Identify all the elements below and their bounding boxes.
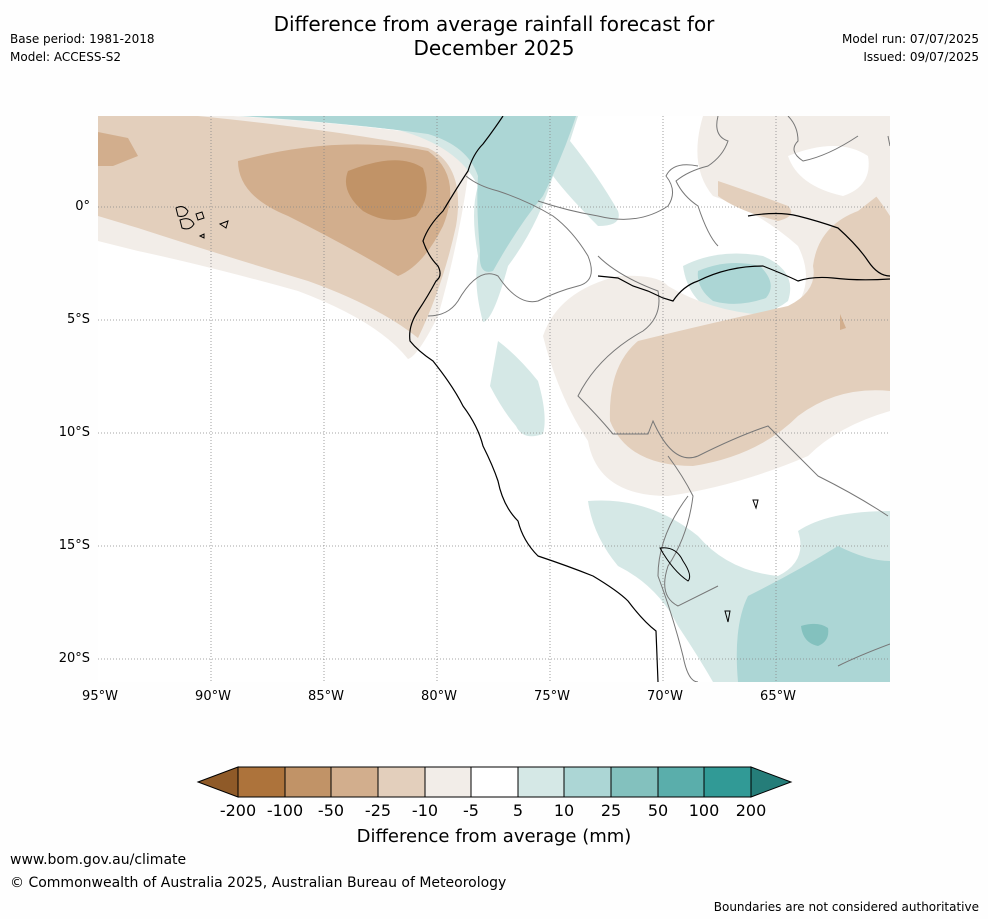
colorbar-dividers	[237, 766, 752, 798]
title-line-1: Difference from average rainfall forecas…	[273, 12, 715, 36]
colorbar-label: 5	[512, 801, 524, 820]
colorbar-bin-100	[704, 767, 751, 797]
lat-label-20s: 20°S	[58, 651, 90, 666]
graticule	[98, 116, 890, 682]
colorbar-label: 10	[553, 801, 575, 820]
colorbar-label: -5	[463, 801, 479, 820]
dry-anomaly-pacific	[98, 116, 470, 359]
rainfall-map	[98, 116, 890, 682]
colorbar-bin-minus-10	[425, 767, 471, 797]
country-borders	[427, 116, 890, 682]
lon-label-75w: 75°W	[534, 689, 570, 704]
lakes	[659, 499, 759, 623]
lat-label-0: 0°	[75, 199, 90, 214]
colorbar-label: 25	[600, 801, 622, 820]
colorbar-label: -50	[317, 801, 345, 820]
lon-label-70w: 70°W	[647, 689, 683, 704]
lon-label-95w: 95°W	[82, 689, 118, 704]
colorbar-bin-5	[518, 767, 564, 797]
colorbar-bin-50	[658, 767, 704, 797]
footer-url[interactable]: www.bom.gov.au/climate	[10, 852, 187, 868]
footer-disclaimer: Boundaries are not considered authoritat…	[713, 900, 979, 914]
lon-label-85w: 85°W	[308, 689, 344, 704]
map-title: Difference from average rainfall forecas…	[0, 12, 988, 60]
model-run: Model run: 07/07/2025	[841, 32, 979, 46]
issued-date: Issued: 09/07/2025	[863, 50, 979, 64]
dry-anomaly-amazon	[543, 116, 890, 496]
model-name: Model: ACCESS-S2	[10, 50, 122, 64]
wet-anomaly-south	[588, 500, 890, 682]
colorbar-title: Difference from average (mm)	[356, 826, 632, 847]
colorbar-label: -200	[219, 801, 257, 820]
colorbar-bin-minus-50	[331, 767, 378, 797]
colorbar-label: 100	[688, 801, 720, 820]
colorbar-label: 50	[647, 801, 669, 820]
wet-anomaly-peru-coast	[490, 341, 545, 437]
colorbar-label: -100	[266, 801, 304, 820]
lat-label-15s: 15°S	[58, 538, 90, 553]
title-line-2: December 2025	[413, 36, 575, 60]
colorbar-bin-minus-25	[378, 767, 425, 797]
lat-label-5s: 5°S	[66, 312, 90, 327]
colorbar-bin-10	[564, 767, 611, 797]
colorbar-bin-25	[611, 767, 658, 797]
colorbar-upper-extension	[750, 766, 793, 798]
colorbar	[196, 766, 793, 798]
colorbar-lower-extension	[196, 766, 239, 798]
colorbar-bin-minus-200	[238, 767, 285, 797]
lon-label-90w: 90°W	[195, 689, 231, 704]
coastline	[409, 116, 890, 682]
lon-label-65w: 65°W	[760, 689, 796, 704]
colorbar-label: -25	[364, 801, 392, 820]
colorbar-bin-minus-100	[285, 767, 331, 797]
footer-copyright: © Commonwealth of Australia 2025, Austra…	[10, 875, 507, 891]
lon-label-80w: 80°W	[421, 689, 457, 704]
colorbar-label: 200	[735, 801, 767, 820]
wet-anomaly-colombia	[238, 116, 619, 322]
galapagos-islands	[175, 206, 229, 239]
lat-label-10s: 10°S	[58, 425, 90, 440]
colorbar-bin-neutral	[471, 767, 518, 797]
colorbar-label: -10	[411, 801, 439, 820]
base-period: Base period: 1981-2018	[10, 32, 155, 46]
